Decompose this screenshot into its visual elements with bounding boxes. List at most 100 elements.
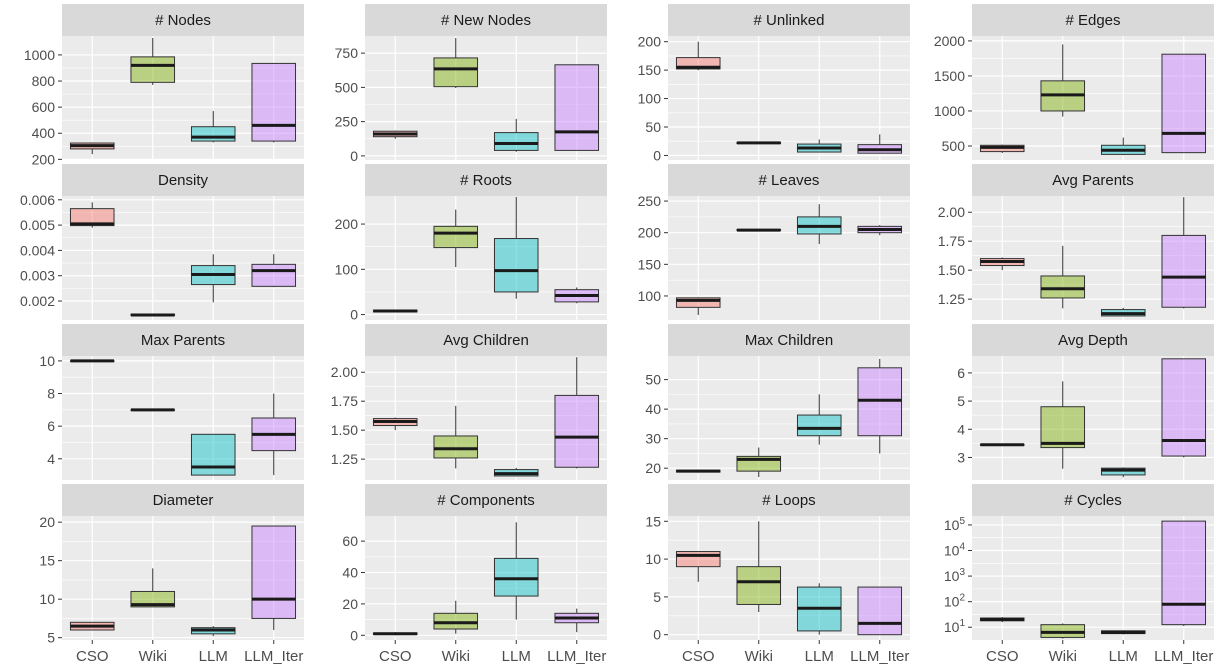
box-llm	[493, 196, 539, 299]
box-llm_iter	[251, 254, 297, 288]
facet-strip	[668, 164, 910, 196]
facet-title: # Loops	[762, 492, 815, 509]
panel-background	[668, 356, 910, 480]
panel-background	[62, 516, 304, 640]
x-tick-label: LLM	[199, 648, 228, 664]
y-tick-label: 250	[335, 114, 359, 130]
box-wiki	[433, 38, 479, 89]
facet-title: Max Children	[745, 332, 833, 349]
box-body	[493, 557, 539, 597]
y-tick-label: 104	[944, 542, 966, 559]
x-tick-label: Wiki	[139, 648, 167, 664]
y-tick-label: 5	[47, 630, 55, 646]
facet-title: # Cycles	[1064, 492, 1122, 509]
box-cso	[675, 469, 721, 473]
box-body	[493, 132, 539, 151]
facet-title: # New Nodes	[441, 12, 531, 29]
box-llm_iter	[251, 393, 297, 476]
y-tick-label: 102	[944, 593, 966, 610]
facet-title: # Edges	[1065, 12, 1120, 29]
panel-background	[62, 36, 304, 160]
panel-background	[972, 36, 1214, 160]
y-tick-label: 10	[645, 551, 661, 567]
box-cso	[372, 417, 418, 431]
facet-title: Max Parents	[141, 332, 225, 349]
box-wiki	[736, 521, 782, 613]
box-wiki	[736, 141, 782, 145]
box-llm	[493, 467, 539, 477]
box-body	[433, 225, 479, 249]
facet-title: Avg Children	[443, 332, 529, 349]
y-tick-label: 50	[645, 119, 661, 135]
x-tick-label: LLM_Iter	[1154, 648, 1213, 664]
facet-strip	[972, 484, 1214, 516]
facet-panel: # Nodes 200 400 600 800 1000	[24, 4, 304, 167]
box-llm	[190, 433, 236, 476]
box-body	[433, 57, 479, 88]
y-tick-label: 1.75	[331, 393, 358, 409]
panel-background	[365, 36, 607, 160]
facet-title: Avg Depth	[1058, 332, 1128, 349]
panel-background	[62, 196, 304, 320]
y-tick-label: 50	[645, 372, 661, 388]
box-cso	[372, 632, 418, 636]
box-llm	[1100, 307, 1146, 317]
facet-panel: # Unlinked 0 50 100 150 200	[638, 4, 910, 163]
y-tick-label: 20	[39, 514, 55, 530]
y-tick-label: 200	[32, 151, 56, 167]
facet-title: # Unlinked	[754, 12, 825, 29]
y-tick-label: 200	[335, 216, 359, 232]
box-cso	[69, 621, 115, 631]
facet-strip	[365, 324, 607, 356]
box-cso	[69, 142, 115, 155]
box-cso	[979, 443, 1025, 447]
facet-panel: Avg Depth 3 4 5 6	[957, 324, 1214, 480]
y-tick-label: 400	[32, 125, 56, 141]
box-llm	[1100, 467, 1146, 478]
facet-title: Diameter	[153, 492, 214, 509]
box-wiki	[1040, 381, 1086, 469]
y-tick-label: 2.00	[331, 364, 358, 380]
box-wiki	[130, 313, 176, 317]
box-llm_iter	[1161, 53, 1207, 154]
x-tick-label: LLM	[805, 648, 834, 664]
facet-strip	[668, 484, 910, 516]
x-tick-label: LLM_Iter	[244, 648, 303, 664]
y-tick-label: 105	[944, 516, 966, 533]
facet-strip	[365, 484, 607, 516]
box-wiki	[1040, 44, 1086, 117]
box-wiki	[736, 447, 782, 478]
box-llm	[190, 111, 236, 143]
y-tick-label: 1500	[934, 68, 965, 84]
y-tick-label: 500	[942, 138, 966, 154]
y-tick-label: 100	[638, 91, 662, 107]
y-tick-label: 60	[342, 533, 358, 549]
facet-panel: Avg Parents 1.25 1.50 1.75 2.00	[938, 164, 1214, 320]
box-llm_iter	[857, 358, 903, 454]
box-llm	[493, 522, 539, 620]
y-tick-label: 103	[944, 567, 966, 584]
y-tick-label: 600	[32, 99, 56, 115]
facet-panel: Max Children 20 30 40 50	[645, 324, 910, 480]
box-llm_iter	[1161, 520, 1207, 626]
box-body	[433, 435, 479, 459]
box-body	[190, 126, 236, 142]
box-cso	[69, 359, 115, 363]
facet-panel: # Leaves 100 150 200 250	[638, 164, 910, 320]
facet-panel: # Edges 500 1000 1500 2000	[934, 4, 1214, 160]
y-tick-label: 101	[944, 618, 966, 635]
y-tick-label: 4	[957, 421, 965, 437]
y-tick-label: 30	[645, 431, 661, 447]
y-tick-label: 150	[638, 256, 662, 272]
box-llm	[796, 139, 842, 153]
box-body	[554, 64, 600, 151]
box-body	[1161, 520, 1207, 626]
box-wiki	[130, 37, 176, 85]
box-llm	[1100, 630, 1146, 635]
facet-strip	[972, 164, 1214, 196]
x-tick-label: LLM_Iter	[850, 648, 909, 664]
y-tick-label: 750	[335, 45, 359, 61]
facet-title: # Nodes	[155, 12, 211, 29]
box-body	[251, 62, 297, 142]
box-body	[251, 263, 297, 287]
